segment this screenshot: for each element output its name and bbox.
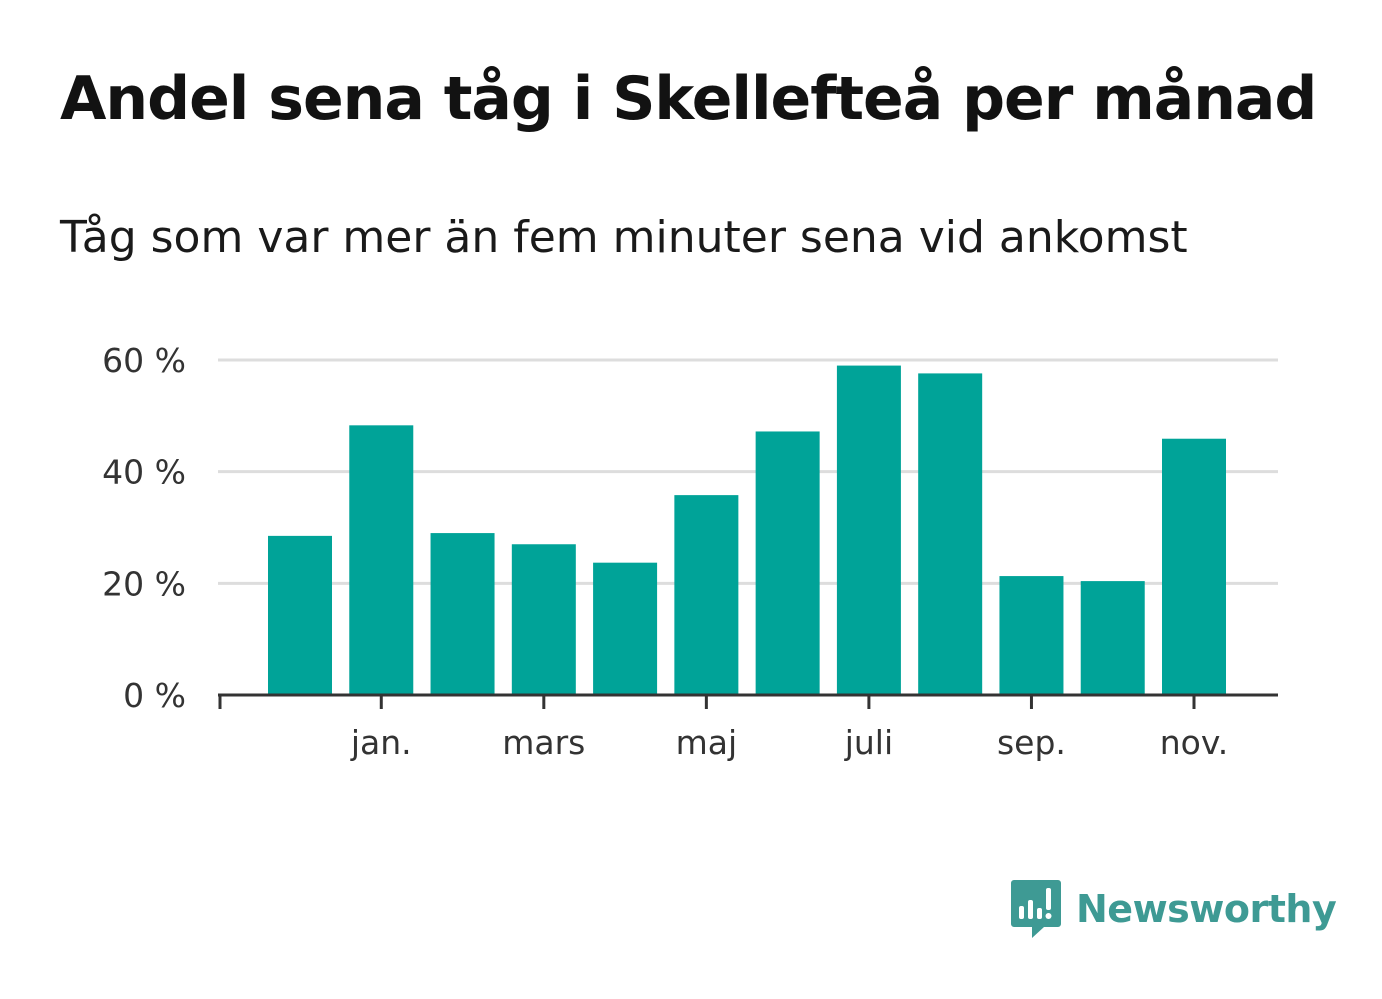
bar-dec <box>268 535 332 695</box>
y-axis-labels: 0 % 20 % 40 % 60 % <box>102 341 186 715</box>
bar-aug <box>918 373 983 695</box>
y-tick-label: 0 % <box>123 676 186 715</box>
x-axis <box>218 693 1278 709</box>
y-tick-label: 60 % <box>102 341 186 380</box>
chart-title: Andel sena tåg i Skellefteå per månad <box>60 64 1317 134</box>
bars <box>268 365 1226 695</box>
bar-apr <box>593 562 658 695</box>
bar-feb <box>430 533 495 695</box>
x-tick-label: nov. <box>1160 723 1229 762</box>
y-tick-label: 40 % <box>102 453 186 492</box>
brand-name: Newsworthy <box>1076 887 1337 931</box>
x-axis-labels: jan. mars maj juli sep. nov. <box>350 723 1228 762</box>
x-tick-label: maj <box>676 723 738 762</box>
y-tick-label: 20 % <box>102 564 186 603</box>
chart-subtitle: Tåg som var mer än fem minuter sena vid … <box>60 212 1188 263</box>
newsworthy-logo-icon <box>1011 880 1061 938</box>
x-tick-label: sep. <box>997 723 1066 762</box>
bar-juli <box>836 365 901 695</box>
x-tick-label: juli <box>844 723 893 762</box>
bar-okt <box>1080 581 1145 695</box>
bar-nov <box>1162 438 1226 695</box>
x-tick-label: mars <box>502 723 585 762</box>
brand-logo: Newsworthy <box>1010 878 1337 940</box>
x-tick-label: jan. <box>350 723 412 762</box>
bar-sep <box>999 576 1064 695</box>
bar-mars <box>511 544 576 695</box>
bar-maj <box>674 495 739 695</box>
bar-jan <box>349 425 414 695</box>
bar-juni <box>755 431 820 695</box>
